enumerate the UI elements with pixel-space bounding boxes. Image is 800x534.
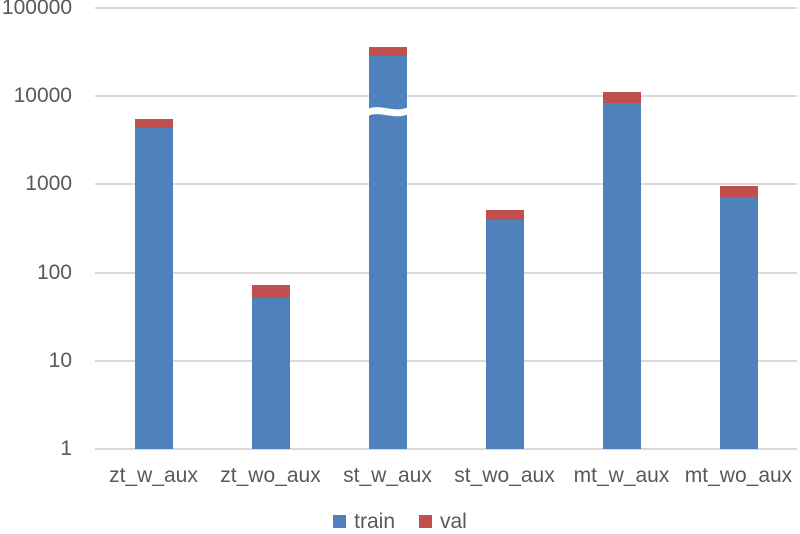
y-tick-label: 100 (36, 260, 72, 284)
legend-item-train: train (333, 511, 395, 532)
bar-segment-val (485, 210, 524, 221)
bar-segment-train (719, 197, 758, 449)
bar-segment-train (251, 297, 290, 449)
bar-segment-val (251, 284, 290, 298)
x-category-label: mt_w_aux (573, 464, 670, 487)
plot-area (95, 7, 797, 450)
y-tick-label: 1 (60, 437, 72, 460)
gridline (95, 448, 797, 450)
x-category-label: mt_wo_aux (684, 464, 793, 487)
bar-segment-val (134, 118, 173, 128)
gridline (95, 95, 797, 98)
bar-segment-train (485, 220, 524, 449)
axis-break-marker-icon (367, 107, 408, 117)
legend-label: val (440, 510, 467, 533)
gridline (95, 7, 797, 9)
bar-segment-val (602, 92, 641, 104)
legend: train val (0, 511, 800, 532)
legend-item-val: val (419, 511, 467, 532)
y-tick-label: 1000 (25, 172, 72, 196)
bar-segment-train (602, 103, 641, 449)
legend-swatch-val (419, 515, 432, 528)
bar-segment-val (368, 47, 407, 57)
bar-segment-val (719, 186, 758, 198)
y-tick-label: 10000 (13, 84, 72, 108)
y-tick-label: 10 (48, 348, 72, 372)
gridline (95, 271, 797, 274)
gridline (95, 183, 797, 186)
gridline (95, 359, 797, 362)
legend-swatch-train (333, 515, 347, 528)
legend-label: train (354, 510, 395, 533)
x-category-label: st_w_aux (343, 464, 432, 487)
y-tick-label: 100000 (1, 0, 72, 19)
bar-segment-train (134, 127, 173, 449)
x-category-label: zt_w_aux (109, 464, 198, 487)
x-category-label: st_wo_aux (454, 464, 555, 487)
x-category-label: zt_wo_aux (220, 464, 321, 487)
bar-segment-train (368, 56, 407, 449)
